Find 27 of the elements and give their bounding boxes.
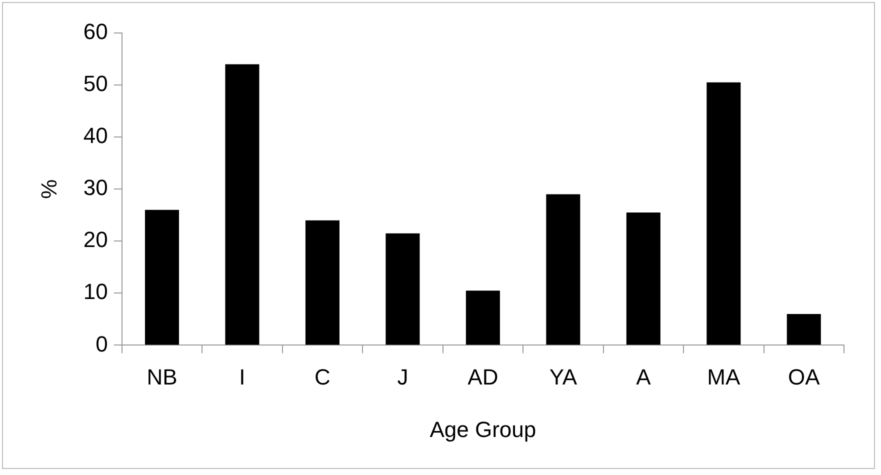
y-axis-title: % (36, 179, 62, 199)
bar (546, 194, 580, 345)
x-tick-label: C (314, 364, 331, 390)
y-tick-label: 30 (83, 175, 108, 200)
y-tick-label: 10 (83, 279, 108, 304)
bar (225, 64, 260, 345)
x-tick-label: YA (549, 364, 578, 390)
y-tick-label: 40 (83, 123, 108, 148)
bar (706, 82, 741, 345)
y-tick-label: 50 (83, 71, 108, 96)
y-tick-label: 0 (96, 331, 108, 356)
x-tick-label: OA (788, 364, 820, 390)
bar (786, 314, 821, 345)
y-tick-label: 20 (83, 227, 108, 252)
bar (466, 290, 500, 345)
x-axis-title: Age Group (430, 416, 536, 442)
bar (144, 210, 179, 345)
y-tick-label: 60 (83, 19, 108, 44)
x-tick-label: J (397, 364, 408, 390)
x-tick-label: I (239, 364, 246, 390)
bar (305, 220, 340, 345)
bar (386, 233, 420, 345)
x-tick-label: A (636, 364, 652, 390)
bar (626, 212, 660, 345)
x-tick-label: AD (468, 364, 498, 390)
x-tick-label: MA (707, 364, 740, 390)
x-tick-label: NB (146, 364, 178, 390)
